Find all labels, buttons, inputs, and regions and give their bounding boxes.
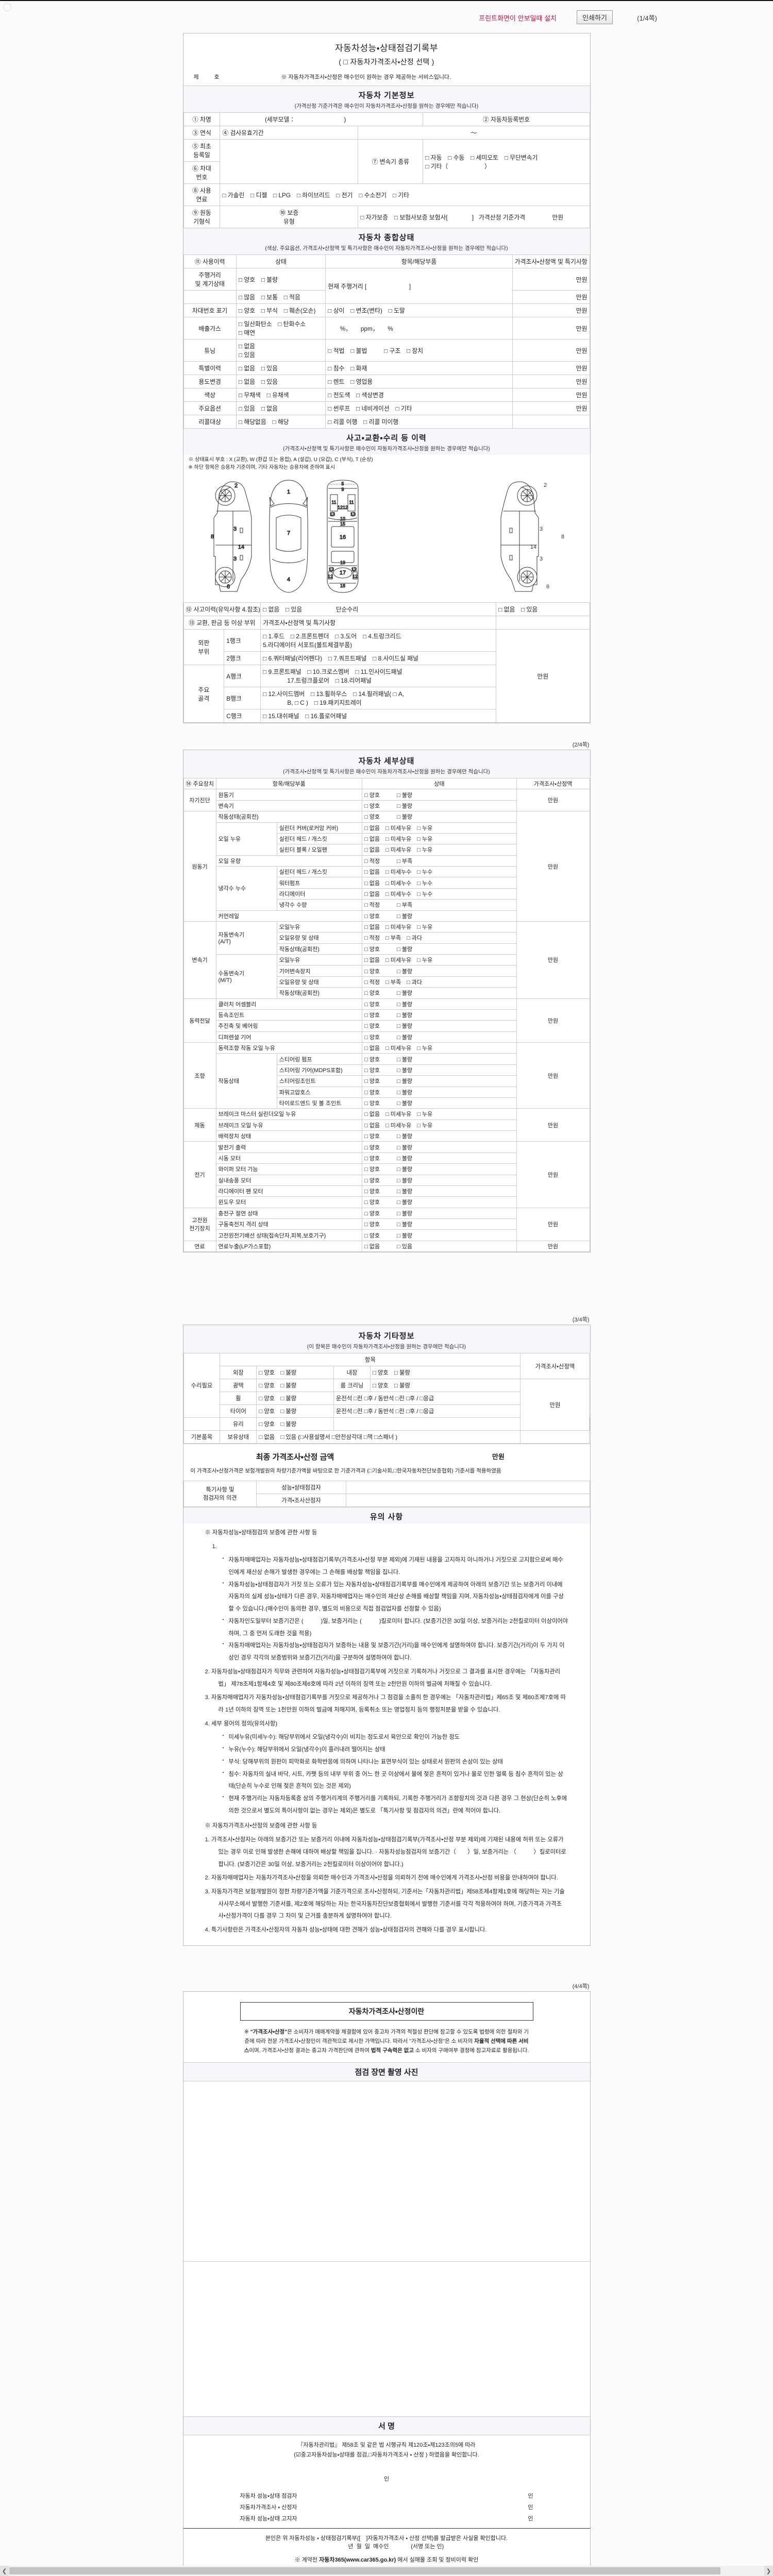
svg-text:6: 6 <box>546 584 549 590</box>
svg-text:8: 8 <box>211 534 214 540</box>
svg-text:3: 3 <box>540 526 543 532</box>
svg-text:8: 8 <box>561 534 564 540</box>
svg-text:11: 11 <box>331 500 336 505</box>
svg-text:14: 14 <box>530 544 536 550</box>
svg-text:12: 12 <box>352 574 358 579</box>
svg-text:13: 13 <box>351 567 357 572</box>
svg-text:3: 3 <box>540 556 543 562</box>
svg-text:12: 12 <box>328 574 333 579</box>
svg-text:12: 12 <box>338 505 343 510</box>
svg-text:14: 14 <box>238 544 244 550</box>
svg-text:17: 17 <box>340 570 346 576</box>
svg-text:9: 9 <box>341 487 344 492</box>
svg-text:1: 1 <box>287 489 290 495</box>
svg-text:11: 11 <box>349 500 354 505</box>
svg-text:6: 6 <box>227 584 230 590</box>
svg-text:10: 10 <box>340 516 345 521</box>
svg-text:13: 13 <box>329 567 334 572</box>
svg-text:2: 2 <box>234 483 238 489</box>
svg-text:19: 19 <box>340 560 345 565</box>
svg-text:13: 13 <box>330 512 335 517</box>
svg-text:16: 16 <box>340 534 346 540</box>
svg-text:13: 13 <box>350 512 356 517</box>
svg-text:12: 12 <box>343 505 348 510</box>
svg-text:7: 7 <box>287 530 290 536</box>
svg-text:3: 3 <box>233 526 237 532</box>
svg-text:5: 5 <box>341 481 344 486</box>
svg-text:15: 15 <box>340 521 345 527</box>
svg-text:4: 4 <box>287 577 290 583</box>
svg-text:3: 3 <box>233 556 237 562</box>
svg-text:18: 18 <box>340 583 345 588</box>
svg-text:2: 2 <box>544 482 547 488</box>
